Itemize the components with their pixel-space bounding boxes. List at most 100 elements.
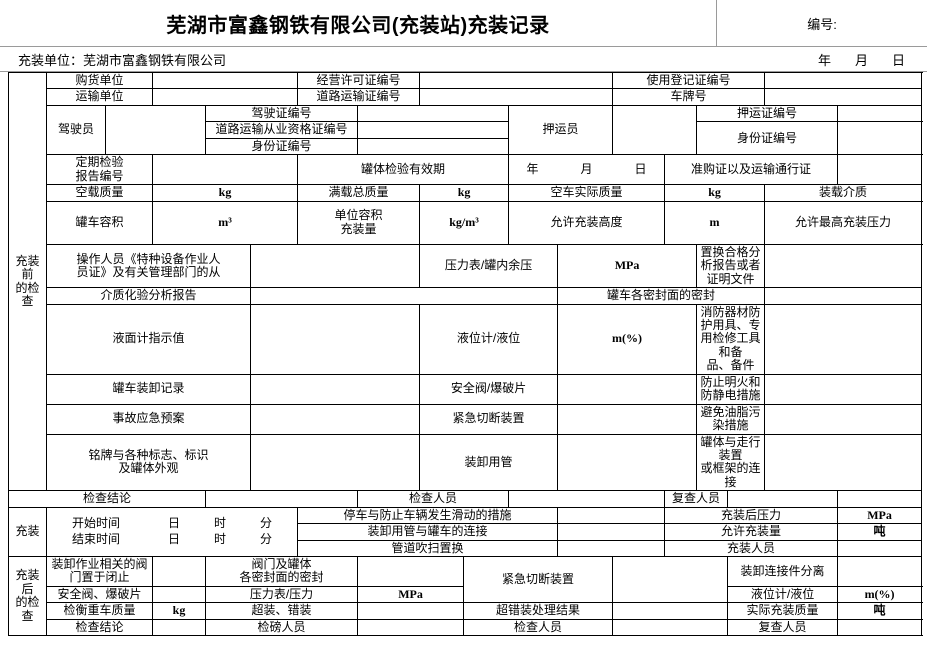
value-inspector-after[interactable] [612, 618, 729, 637]
label-anti-slip-measure: 停车与防止车辆发生滑动的措施 [297, 506, 559, 525]
value-inspector[interactable] [508, 490, 666, 508]
label-tank-volume: 罐车容积 [45, 200, 154, 245]
value-reviewer-after[interactable] [837, 618, 923, 637]
label-safety-valve-rupture-disc: 安全阀/爆破片 [419, 373, 559, 405]
value-overfill-handling-result[interactable] [612, 602, 729, 620]
value-level-gauge-level[interactable]: m(%) [557, 303, 698, 375]
value-filling-operator[interactable] [837, 539, 923, 558]
title-cell: 芜湖市富鑫钢铁有限公司(充装站)充装记录 [0, 0, 717, 47]
value-weighing-operator[interactable] [357, 618, 465, 637]
section-after-check: 充装后 的检查 [8, 555, 47, 637]
table-row: 检查结论 检磅人员 检查人员 复查人员 [9, 618, 923, 637]
value-reviewer[interactable] [727, 490, 839, 508]
label-replacement-analysis-report: 置换合格分析报告或者证明文件 [696, 243, 766, 289]
table-row: 操作人员《特种设备作业人 员证》及有关管理部门的从 压力表/罐内余压 MPa 置… [9, 243, 923, 289]
value-full-mass[interactable]: kg [419, 184, 510, 202]
label-unit-volume-charge-line2: 充装量 [340, 221, 377, 236]
value-tank-chassis-connection[interactable] [764, 433, 923, 492]
value-empty-mass[interactable]: kg [152, 184, 299, 202]
value-fire-equipment[interactable] [764, 303, 923, 375]
table-row: 介质化验分析报告 罐车各密封面的密封 [9, 287, 923, 305]
value-actual-empty-vehicle-mass[interactable]: kg [664, 184, 766, 202]
value-escort-name[interactable] [612, 104, 698, 156]
value-driver-id-no[interactable] [357, 137, 510, 156]
value-road-transport-cert-no[interactable] [419, 88, 614, 106]
value-tank-volume[interactable]: m³ [152, 200, 299, 245]
value-check-conclusion-after[interactable] [152, 618, 207, 637]
table-row: 道路运输从业资格证编号 身份证编号 [9, 121, 923, 156]
label-fire-equipment-line2: 品、备件 [706, 358, 755, 373]
value-safety-valve-rupture-disc[interactable] [557, 373, 698, 405]
value-emergency-plan[interactable] [250, 403, 421, 435]
value-tank-seal-faces[interactable] [764, 287, 923, 305]
label-escort-cert-no: 押运证编号 [696, 104, 839, 123]
value-fire-static-prevention[interactable] [764, 373, 923, 405]
label-valve-tank-seal-line2: 各密封面的密封 [239, 570, 324, 585]
value-pressure-gauge-after[interactable]: MPa [357, 585, 465, 604]
value-anti-slip-measure[interactable] [557, 506, 666, 525]
value-allowed-fill-quantity[interactable]: 吨 [837, 523, 923, 541]
value-loading-hose[interactable] [557, 433, 698, 492]
value-pressure-gauge-residual[interactable]: MPa [557, 243, 698, 289]
value-hose-tank-connection[interactable] [557, 523, 666, 541]
label-valve-tank-seal-line1: 阀门及罐体 [251, 557, 312, 571]
value-emergency-shutoff-after[interactable] [612, 555, 729, 604]
value-avoid-grease-contamination[interactable] [764, 403, 923, 435]
label-medium-analysis-report: 介质化验分析报告 [45, 287, 252, 305]
value-emergency-shutoff-device[interactable] [557, 403, 698, 435]
value-valve-tank-seal[interactable] [357, 556, 465, 587]
label-inspection-report-no-line1: 定期检验 [75, 155, 124, 170]
label-emergency-shutoff-device: 紧急切断装置 [419, 403, 559, 435]
table-row: 充装后 的检查 装卸作业相关的阀 门置于闭止 阀门及罐体 各密封面的密封 紧急切… [8, 555, 923, 637]
value-escort-id-no[interactable] [837, 121, 923, 156]
value-purchase-transit-permit[interactable] [837, 154, 923, 186]
value-driver-license-no[interactable] [357, 104, 510, 123]
label-business-license-no: 经营许可证编号 [297, 71, 421, 90]
value-post-fill-pressure[interactable]: MPa [837, 506, 923, 525]
filling-time-cell[interactable]: 开始时间 日 时 分 结束时间 日 时 分 [45, 506, 299, 558]
label-emergency-shutoff-after: 紧急切断装置 [463, 555, 614, 604]
label-pressure-gauge-residual: 压力表/罐内余压 [419, 243, 559, 289]
value-driver-qualification-no[interactable] [357, 121, 510, 139]
table-row: 身份证编号 [9, 137, 922, 156]
form-table: 充装前 的检查 购货单位 经营许可证编号 使用登记证编号 运输单位 道路运输证编… [7, 71, 923, 637]
value-operator-certificate[interactable] [250, 243, 421, 289]
form-header: 芜湖市富鑫钢铁有限公司(充装站)充装记录 编号: [0, 0, 927, 47]
value-valves-closed[interactable] [152, 556, 207, 587]
value-tank-loading-record[interactable] [250, 373, 421, 405]
end-day: 日 [167, 531, 180, 546]
label-max-fill-pressure: 允许最高充装压力 [764, 200, 923, 245]
value-driver-name[interactable] [104, 104, 207, 156]
value-inspection-report-no[interactable] [152, 154, 299, 186]
value-replacement-analysis-report[interactable] [764, 243, 923, 289]
value-use-registration-no[interactable] [764, 71, 923, 90]
value-weighed-loaded-mass[interactable]: kg [152, 602, 207, 620]
value-plate-no[interactable] [764, 88, 923, 106]
value-allowed-fill-height[interactable]: m [664, 200, 766, 245]
table-row: 充装前 的检查 购货单位 经营许可证编号 使用登记证编号 [8, 71, 923, 492]
value-unit-volume-charge[interactable]: kg/m³ [419, 200, 510, 245]
value-business-license-no[interactable] [419, 71, 614, 90]
value-transport-unit[interactable] [152, 88, 299, 106]
label-fire-equipment: 消防器材防护用具、专用检修工具和备 品、备件 [696, 303, 766, 375]
label-valves-closed-line2: 门置于闭止 [69, 570, 130, 585]
label-pipeline-purge: 管道吹扫置换 [297, 539, 559, 558]
validity-month: 月 [580, 161, 593, 176]
value-overfill-misfill[interactable] [357, 602, 465, 620]
value-tank-inspection-validity[interactable]: 年 月 日 [508, 154, 666, 186]
value-actual-filled-mass[interactable]: 吨 [837, 602, 923, 620]
value-escort-cert-no[interactable] [837, 104, 923, 123]
label-filling-operator: 充装人员 [664, 539, 839, 558]
value-level-indicator-value[interactable] [250, 303, 421, 375]
value-coupling-separation[interactable] [837, 556, 923, 587]
value-medium-analysis-report[interactable] [250, 287, 559, 305]
label-level-indicator-value: 液面计指示值 [45, 303, 252, 375]
label-actual-empty-vehicle-mass: 空车实际质量 [508, 184, 666, 202]
value-purchaser[interactable] [152, 71, 299, 90]
label-inspection-report-no: 定期检验 报告编号 [45, 154, 154, 186]
value-level-gauge-after[interactable]: m(%) [837, 585, 923, 604]
value-check-conclusion[interactable] [205, 490, 359, 508]
value-pipeline-purge[interactable] [557, 539, 666, 558]
value-safety-valve-after[interactable] [152, 585, 207, 604]
value-nameplate-marks[interactable] [250, 433, 421, 492]
